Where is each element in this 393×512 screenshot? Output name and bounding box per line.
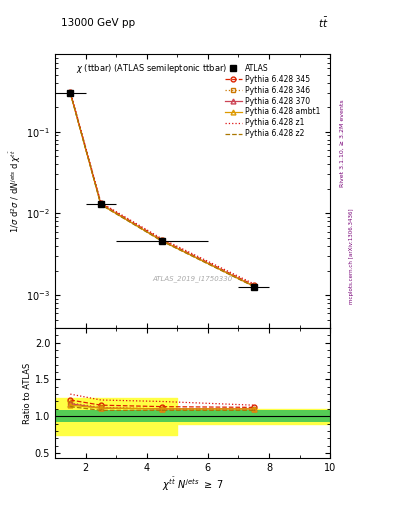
Text: mcplots.cern.ch [arXiv:1306.3436]: mcplots.cern.ch [arXiv:1306.3436] <box>349 208 354 304</box>
Y-axis label: Ratio to ATLAS: Ratio to ATLAS <box>23 362 32 423</box>
Text: $t\bar{t}$: $t\bar{t}$ <box>318 16 328 30</box>
Legend: ATLAS, Pythia 6.428 345, Pythia 6.428 346, Pythia 6.428 370, Pythia 6.428 ambt1,: ATLAS, Pythia 6.428 345, Pythia 6.428 34… <box>224 63 321 139</box>
Y-axis label: $1 / \sigma\ \mathrm{d}^2\sigma\ /\ \mathrm{d}N^{jets}\ \mathrm{d}\,\chi^{t\bar{: $1 / \sigma\ \mathrm{d}^2\sigma\ /\ \mat… <box>8 149 24 232</box>
Text: ATLAS_2019_I1750330: ATLAS_2019_I1750330 <box>152 275 233 282</box>
Text: Rivet 3.1.10, ≥ 3.2M events: Rivet 3.1.10, ≥ 3.2M events <box>340 99 344 187</box>
Bar <box>55 410 330 422</box>
X-axis label: $\chi^{t\bar{t}}\ N^{jets}\ \geq\ 7$: $\chi^{t\bar{t}}\ N^{jets}\ \geq\ 7$ <box>162 476 224 493</box>
Text: 13000 GeV pp: 13000 GeV pp <box>61 18 135 28</box>
Text: $\chi$ (ttbar) (ATLAS semileptonic ttbar): $\chi$ (ttbar) (ATLAS semileptonic ttbar… <box>76 62 227 75</box>
